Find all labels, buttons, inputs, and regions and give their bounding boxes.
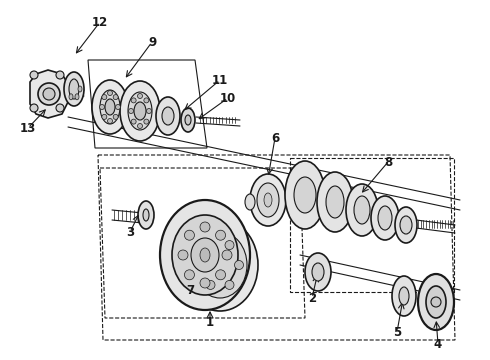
- Ellipse shape: [392, 276, 416, 316]
- Ellipse shape: [92, 80, 128, 134]
- Ellipse shape: [354, 196, 370, 224]
- Text: 5: 5: [393, 325, 401, 338]
- Circle shape: [206, 240, 215, 249]
- Ellipse shape: [250, 174, 286, 226]
- Ellipse shape: [69, 94, 73, 100]
- Circle shape: [225, 280, 234, 289]
- Ellipse shape: [191, 238, 219, 272]
- Text: 8: 8: [384, 156, 392, 168]
- Circle shape: [178, 250, 188, 260]
- Circle shape: [235, 261, 244, 270]
- Circle shape: [131, 119, 136, 124]
- Ellipse shape: [305, 253, 331, 291]
- Ellipse shape: [399, 287, 409, 305]
- Circle shape: [30, 104, 38, 112]
- Text: 9: 9: [148, 36, 156, 49]
- Circle shape: [43, 88, 55, 100]
- Circle shape: [222, 250, 232, 260]
- Circle shape: [107, 90, 113, 95]
- Circle shape: [107, 118, 113, 123]
- Circle shape: [128, 108, 133, 113]
- Ellipse shape: [100, 90, 120, 124]
- Ellipse shape: [326, 186, 344, 218]
- Text: 11: 11: [212, 73, 228, 86]
- Circle shape: [56, 104, 64, 112]
- Circle shape: [184, 230, 195, 240]
- Circle shape: [206, 280, 215, 289]
- Ellipse shape: [64, 72, 84, 106]
- Ellipse shape: [317, 172, 353, 232]
- Text: 6: 6: [271, 131, 279, 144]
- Ellipse shape: [105, 99, 115, 115]
- Ellipse shape: [160, 200, 250, 310]
- Ellipse shape: [120, 81, 160, 141]
- Circle shape: [144, 119, 149, 124]
- Circle shape: [216, 270, 225, 280]
- Ellipse shape: [346, 184, 378, 236]
- Ellipse shape: [128, 92, 152, 130]
- Circle shape: [184, 270, 195, 280]
- Ellipse shape: [182, 219, 258, 311]
- Ellipse shape: [426, 286, 446, 318]
- Circle shape: [200, 278, 210, 288]
- Circle shape: [116, 104, 121, 109]
- Circle shape: [38, 83, 60, 105]
- Text: 10: 10: [220, 91, 236, 104]
- Ellipse shape: [75, 94, 79, 100]
- Ellipse shape: [78, 86, 82, 92]
- Circle shape: [30, 71, 38, 79]
- Ellipse shape: [294, 177, 316, 213]
- Circle shape: [216, 230, 225, 240]
- Ellipse shape: [400, 216, 412, 234]
- Ellipse shape: [185, 115, 191, 125]
- Circle shape: [102, 95, 107, 100]
- Text: 4: 4: [434, 338, 442, 351]
- Ellipse shape: [181, 108, 195, 132]
- Circle shape: [196, 261, 205, 270]
- Ellipse shape: [143, 209, 149, 221]
- Text: 13: 13: [20, 122, 36, 135]
- Text: 3: 3: [126, 225, 134, 239]
- Circle shape: [113, 114, 118, 120]
- Polygon shape: [30, 70, 68, 118]
- Ellipse shape: [371, 196, 399, 240]
- Text: 1: 1: [206, 315, 214, 328]
- Circle shape: [99, 104, 104, 109]
- Circle shape: [138, 123, 143, 129]
- Ellipse shape: [162, 107, 174, 125]
- Circle shape: [431, 297, 441, 307]
- Circle shape: [113, 95, 118, 100]
- Ellipse shape: [378, 206, 392, 230]
- Ellipse shape: [245, 194, 255, 210]
- Text: 12: 12: [92, 15, 108, 28]
- Ellipse shape: [264, 193, 272, 207]
- Circle shape: [102, 114, 107, 120]
- Ellipse shape: [285, 161, 325, 229]
- Circle shape: [56, 71, 64, 79]
- Circle shape: [200, 222, 210, 232]
- Ellipse shape: [138, 201, 154, 229]
- Ellipse shape: [69, 79, 79, 99]
- Ellipse shape: [200, 248, 210, 262]
- Ellipse shape: [156, 97, 180, 135]
- Circle shape: [131, 98, 136, 103]
- Circle shape: [144, 98, 149, 103]
- Text: 7: 7: [186, 284, 194, 297]
- Ellipse shape: [257, 183, 279, 217]
- Circle shape: [147, 108, 151, 113]
- Circle shape: [225, 240, 234, 249]
- Ellipse shape: [418, 274, 454, 330]
- Ellipse shape: [134, 102, 146, 120]
- Circle shape: [138, 94, 143, 99]
- Ellipse shape: [395, 207, 417, 243]
- Ellipse shape: [312, 263, 324, 281]
- Ellipse shape: [172, 215, 238, 295]
- Text: 2: 2: [308, 292, 316, 305]
- Ellipse shape: [193, 232, 247, 298]
